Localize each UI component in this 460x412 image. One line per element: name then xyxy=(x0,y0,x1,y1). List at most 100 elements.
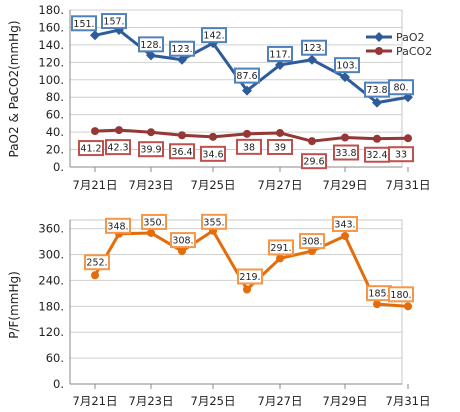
x-tick-label: 7月29日 xyxy=(323,178,368,192)
data-point xyxy=(209,132,217,141)
data-label-box xyxy=(301,39,327,56)
data-label-box xyxy=(299,233,325,250)
data-label: 142. xyxy=(203,31,224,42)
data-point xyxy=(275,59,285,70)
data-point xyxy=(341,231,349,240)
y-tick-label: 120. xyxy=(38,325,64,339)
data-label-box xyxy=(388,79,414,96)
data-label-box xyxy=(201,27,227,44)
x-tick-label: 7月25日 xyxy=(191,394,236,408)
legend-marker xyxy=(375,47,383,55)
x-tick-label: 7月21日 xyxy=(73,178,118,192)
data-label: 87.6 xyxy=(236,71,257,82)
data-label: 123. xyxy=(303,43,324,54)
data-label: 180. xyxy=(390,290,411,301)
y-tick-label: 120. xyxy=(38,55,64,69)
data-label: 42.3 xyxy=(107,143,128,154)
data-point xyxy=(340,72,350,83)
data-point xyxy=(404,134,412,143)
y-tick-label: 300. xyxy=(38,248,64,262)
data-label: 39.9 xyxy=(140,145,161,156)
y-tick-label: 0. xyxy=(53,377,64,391)
y-tick-label: 160. xyxy=(38,20,64,34)
data-label-box xyxy=(169,40,195,57)
data-label-box xyxy=(105,217,131,234)
data-label: 38 xyxy=(243,142,255,153)
data-point xyxy=(90,30,100,41)
y-tick-label: 240. xyxy=(38,273,64,287)
data-label-box xyxy=(138,36,164,53)
data-point xyxy=(373,134,381,143)
y-tick-label: 20. xyxy=(46,143,64,157)
data-label-box xyxy=(169,143,195,160)
data-point xyxy=(178,247,186,256)
data-point xyxy=(243,285,251,294)
data-point xyxy=(276,128,284,137)
data-point xyxy=(147,128,155,137)
x-tick-label: 7月27日 xyxy=(258,178,303,192)
data-label: 34.6 xyxy=(202,149,223,160)
data-point xyxy=(307,54,317,65)
legend-marker xyxy=(374,32,384,42)
data-point xyxy=(115,126,123,135)
data-label: 219. xyxy=(239,272,260,283)
plot-area xyxy=(69,219,403,385)
data-label: 33.8 xyxy=(335,148,356,159)
data-label-box xyxy=(237,268,263,285)
legend-label: PaCO2 xyxy=(396,45,432,58)
data-label-box xyxy=(332,215,358,232)
data-label-box xyxy=(234,67,260,84)
data-label: 123. xyxy=(171,44,192,55)
data-label: 39 xyxy=(274,142,286,153)
data-label: 33 xyxy=(395,150,407,161)
data-label: 128. xyxy=(140,40,161,51)
x-tick-label: 7月21日 xyxy=(73,394,118,408)
data-point xyxy=(276,254,284,263)
data-point xyxy=(308,137,316,146)
data-point xyxy=(177,54,187,65)
data-label: 355. xyxy=(203,217,224,228)
data-label-box xyxy=(267,138,293,155)
x-tick-label: 7月31日 xyxy=(386,394,431,408)
data-label-box xyxy=(84,254,110,271)
y-tick-label: 180. xyxy=(38,3,64,17)
data-point xyxy=(178,131,186,140)
x-tick-label: 7月31日 xyxy=(386,178,431,192)
data-label: 348. xyxy=(107,221,128,232)
y-axis-label: P/F(mmHg) xyxy=(7,271,21,339)
data-label-box xyxy=(141,213,167,230)
x-tick-label: 7月23日 xyxy=(129,178,174,192)
data-label: 185. xyxy=(368,289,389,300)
data-label: 41.2 xyxy=(80,144,101,155)
data-label-box xyxy=(78,140,104,157)
y-tick-label: 60. xyxy=(46,108,64,122)
chart-1: 0. 20. 40. 60. 80. 100. 120. 140. 160. 180. 7月21日 7… xyxy=(7,3,432,192)
data-point xyxy=(146,50,156,61)
data-label-box xyxy=(105,139,131,156)
data-label: 32.4 xyxy=(366,150,387,161)
data-label-box xyxy=(267,45,293,62)
x-tick-label: 7月29日 xyxy=(323,394,368,408)
data-point xyxy=(147,228,155,237)
y-tick-label: 0. xyxy=(53,160,64,174)
data-label: 343. xyxy=(334,219,355,230)
data-label: 151. xyxy=(73,19,94,30)
data-label-box xyxy=(333,144,359,161)
data-label: 308. xyxy=(301,237,322,248)
y-tick-label: 100. xyxy=(38,73,64,87)
data-label: 291. xyxy=(270,243,291,254)
data-point xyxy=(91,271,99,280)
data-label-box xyxy=(71,15,97,32)
data-label: 252. xyxy=(86,258,107,269)
y-tick-label: 140. xyxy=(38,38,64,52)
data-label-box xyxy=(301,153,327,170)
data-label: 36.4 xyxy=(171,147,192,158)
y-tick-label: 180. xyxy=(38,299,64,313)
x-tick-label: 7月25日 xyxy=(191,178,236,192)
data-point xyxy=(372,97,382,108)
data-label: 29.6 xyxy=(303,157,324,168)
data-label: 73.8 xyxy=(366,85,387,96)
data-label: 80. xyxy=(393,83,408,94)
